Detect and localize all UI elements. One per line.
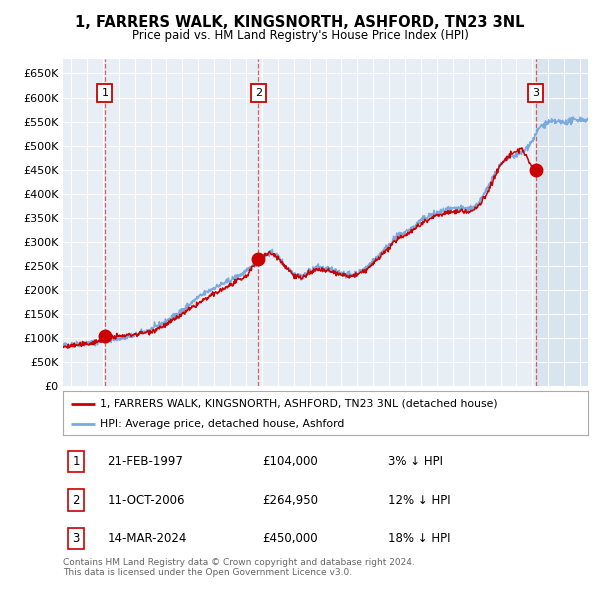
- Text: 3: 3: [532, 88, 539, 99]
- Text: Contains HM Land Registry data © Crown copyright and database right 2024.
This d: Contains HM Land Registry data © Crown c…: [63, 558, 415, 577]
- Text: 21-FEB-1997: 21-FEB-1997: [107, 455, 184, 468]
- Bar: [536, 59, 588, 386]
- Text: 1: 1: [101, 88, 109, 99]
- Text: HPI: Average price, detached house, Ashford: HPI: Average price, detached house, Ashf…: [100, 419, 344, 430]
- Text: 11-OCT-2006: 11-OCT-2006: [107, 493, 185, 507]
- Text: 2: 2: [73, 493, 80, 507]
- Text: 18% ↓ HPI: 18% ↓ HPI: [389, 532, 451, 545]
- Bar: [536, 59, 588, 386]
- Text: 1, FARRERS WALK, KINGSNORTH, ASHFORD, TN23 3NL (detached house): 1, FARRERS WALK, KINGSNORTH, ASHFORD, TN…: [100, 399, 497, 408]
- Text: 2: 2: [255, 88, 262, 99]
- Text: £264,950: £264,950: [263, 493, 319, 507]
- Text: £104,000: £104,000: [263, 455, 318, 468]
- Text: £450,000: £450,000: [263, 532, 318, 545]
- Text: 3% ↓ HPI: 3% ↓ HPI: [389, 455, 443, 468]
- Text: 3: 3: [73, 532, 80, 545]
- Text: 1, FARRERS WALK, KINGSNORTH, ASHFORD, TN23 3NL: 1, FARRERS WALK, KINGSNORTH, ASHFORD, TN…: [75, 15, 525, 30]
- Text: 1: 1: [73, 455, 80, 468]
- Text: 12% ↓ HPI: 12% ↓ HPI: [389, 493, 451, 507]
- Text: Price paid vs. HM Land Registry's House Price Index (HPI): Price paid vs. HM Land Registry's House …: [131, 30, 469, 42]
- Text: 14-MAR-2024: 14-MAR-2024: [107, 532, 187, 545]
